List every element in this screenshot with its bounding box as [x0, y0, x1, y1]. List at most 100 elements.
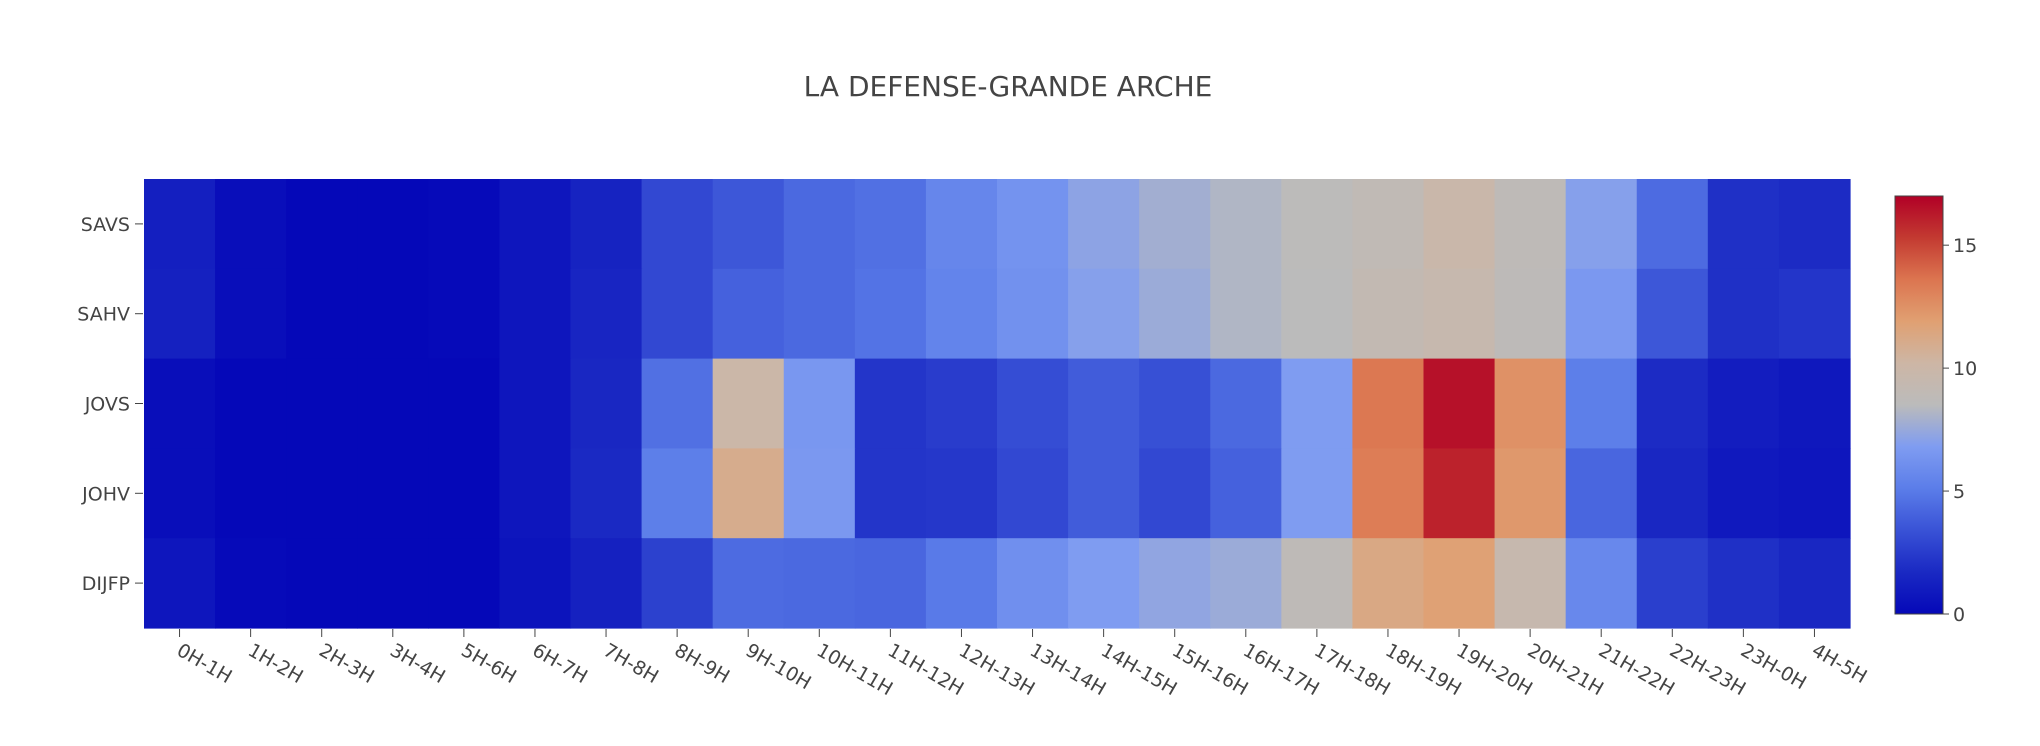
- heatmap-cell: [854, 268, 927, 360]
- x-tick-label: 2H-3H: [315, 639, 378, 688]
- heatmap-cell: [1068, 538, 1140, 629]
- heatmap-cell: [1139, 538, 1211, 629]
- heatmap-cell: [1565, 358, 1638, 449]
- heatmap-cell: [1494, 268, 1567, 360]
- x-tick-label: 11H-12H: [884, 639, 968, 700]
- heatmap-cell: [144, 179, 216, 270]
- heatmap-cell: [1565, 448, 1638, 539]
- x-tick-label: 3H-4H: [386, 639, 449, 688]
- x-tick-label: 0H-1H: [173, 639, 236, 688]
- x-tick-label: 21H-22H: [1595, 639, 1679, 700]
- heatmap-cell: [1636, 448, 1709, 539]
- x-tick-label: 18H-19H: [1381, 639, 1465, 700]
- heatmap-cell: [1352, 448, 1425, 539]
- x-tick-label: 1H-2H: [244, 639, 307, 688]
- heatmap-cell: [712, 179, 785, 270]
- x-tick-label: 10H-11H: [813, 639, 897, 700]
- heatmap-cell: [997, 268, 1069, 360]
- colorbar-tick-label: 0: [1953, 604, 1965, 626]
- heatmap-cell: [1494, 538, 1567, 629]
- heatmap-cell: [1636, 358, 1709, 449]
- heatmap-cell: [1423, 538, 1496, 629]
- heatmap-cell: [854, 358, 927, 449]
- y-tick-label: SAVS: [81, 214, 130, 236]
- heatmap-cell: [286, 268, 358, 360]
- heatmap-cell: [641, 179, 714, 270]
- x-tick-label: 17H-18H: [1310, 639, 1394, 700]
- heatmap-cell: [925, 448, 998, 539]
- x-tick-label: 7H-8H: [600, 639, 663, 688]
- heatmap-cell: [1352, 268, 1425, 360]
- heatmap-cell: [215, 448, 287, 539]
- heatmap-cell: [1210, 538, 1282, 629]
- heatmap-cell: [1707, 268, 1780, 360]
- heatmap-cell: [854, 179, 927, 270]
- heatmap-cell: [712, 268, 785, 360]
- heatmap-cell: [1778, 358, 1851, 449]
- heatmap-cell: [428, 268, 501, 360]
- heatmap-cell: [144, 358, 216, 449]
- heatmap-cell: [1423, 358, 1496, 449]
- heatmap-cell: [428, 179, 501, 270]
- heatmap-cell: [215, 358, 287, 449]
- heatmap-cell: [1778, 179, 1851, 270]
- heatmap-cell: [925, 268, 998, 360]
- heatmap-cell: [1210, 448, 1282, 539]
- heatmap-cell: [428, 448, 501, 539]
- heatmap-cell: [1139, 358, 1211, 449]
- x-tick-label: 20H-21H: [1524, 639, 1608, 700]
- heatmap-cell: [357, 538, 429, 629]
- heatmap-cell: [144, 448, 216, 539]
- x-tick-label: 15H-16H: [1168, 639, 1252, 700]
- heatmap-cell: [1352, 538, 1425, 629]
- heatmap-cell: [215, 538, 287, 629]
- heatmap-cell: [1778, 448, 1851, 539]
- heatmap-cell: [854, 538, 927, 629]
- heatmap-cell: [570, 358, 643, 449]
- heatmap-cell: [1281, 538, 1354, 629]
- x-tick-label: 12H-13H: [955, 639, 1039, 700]
- heatmap-cell: [1423, 448, 1496, 539]
- heatmap-cell: [1139, 179, 1211, 270]
- heatmap-cell: [1778, 268, 1851, 360]
- heatmap-cell: [499, 268, 572, 360]
- heatmap-cell: [997, 538, 1069, 629]
- heatmap-cell: [286, 448, 358, 539]
- heatmap-cell: [641, 538, 714, 629]
- heatmap-cell: [1423, 268, 1496, 360]
- x-tick-label: 4H-5H: [1808, 639, 1871, 688]
- heatmap-cell: [570, 179, 643, 270]
- heatmap-cell: [1068, 358, 1140, 449]
- heatmap-cell: [1068, 448, 1140, 539]
- heatmap-cell: [1352, 358, 1425, 449]
- colorbar-gradient: [1894, 195, 1944, 615]
- heatmap-cell: [499, 538, 572, 629]
- y-tick-label: SAHV: [77, 304, 130, 326]
- heatmap-cell: [1352, 179, 1425, 270]
- heatmap-cell: [641, 268, 714, 360]
- chart-title: LA DEFENSE-GRANDE ARCHE: [804, 70, 1213, 103]
- x-tick-label: 5H-6H: [457, 639, 520, 688]
- heatmap-cell: [1139, 448, 1211, 539]
- heatmap-cell: [1281, 448, 1354, 539]
- heatmap-cell: [712, 448, 785, 539]
- heatmap-cell: [1636, 179, 1709, 270]
- heatmap-cell: [1210, 179, 1282, 270]
- heatmap-cell: [1423, 179, 1496, 270]
- y-tick-label: JOHV: [81, 483, 130, 505]
- heatmap-cell: [570, 448, 643, 539]
- x-tick-label: 16H-17H: [1239, 639, 1323, 700]
- heatmap-cell: [286, 179, 358, 270]
- heatmap-cell: [428, 358, 501, 449]
- heatmap-cell: [570, 268, 643, 360]
- heatmap-cell: [144, 268, 216, 360]
- heatmap-cell: [1281, 179, 1354, 270]
- heatmap-cell: [1139, 268, 1211, 360]
- heatmap-cell: [1565, 179, 1638, 270]
- heatmap-cell: [1281, 358, 1354, 449]
- x-tick-label: 14H-15H: [1097, 639, 1181, 700]
- heatmap-cell: [1707, 538, 1780, 629]
- heatmap-cell: [1494, 179, 1567, 270]
- colorbar-tick-label: 10: [1953, 358, 1977, 380]
